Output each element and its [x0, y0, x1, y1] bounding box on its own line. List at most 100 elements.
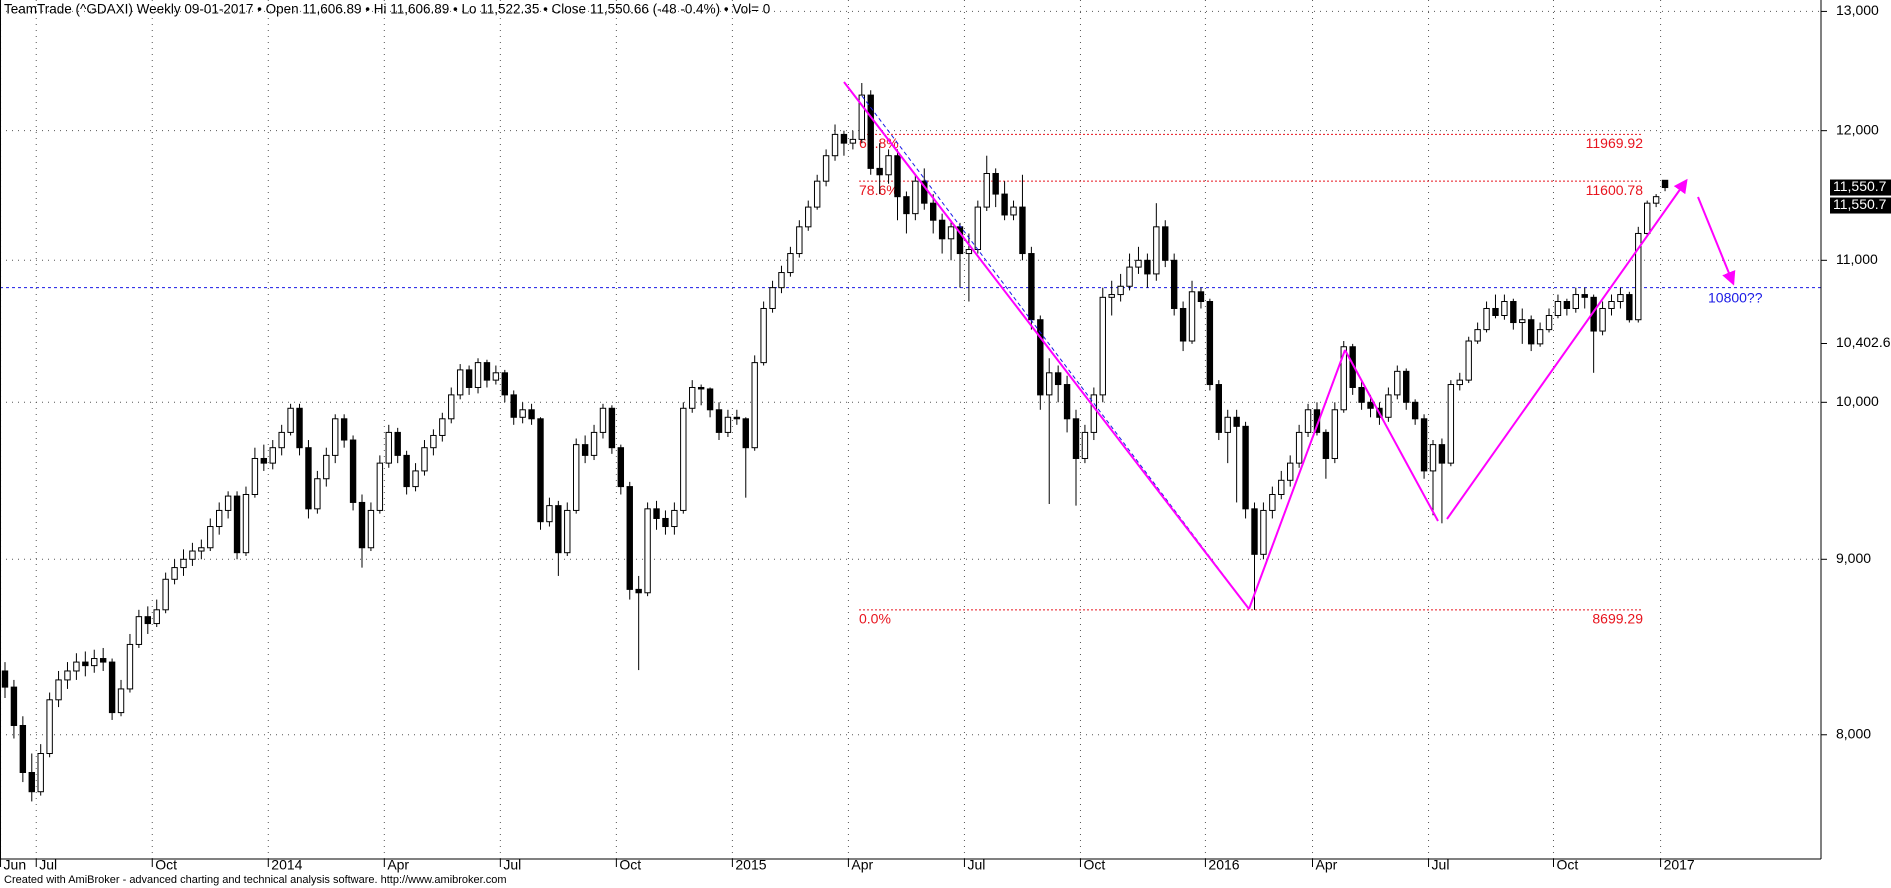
candle-body [224, 495, 232, 511]
candle-body [528, 409, 535, 420]
candle-body [162, 578, 169, 611]
fib-value: 11969.92 [1586, 135, 1644, 151]
candle-body [278, 431, 285, 449]
candle-body [1224, 416, 1231, 433]
candle-body [126, 643, 134, 690]
candle-body [1644, 202, 1651, 234]
candle-body [108, 661, 116, 714]
candle-body [144, 616, 152, 625]
candle-body [1010, 206, 1017, 216]
candle-body [456, 369, 464, 396]
x-tick-label: Oct [619, 857, 641, 873]
candle-body [796, 226, 803, 255]
candle-body [1037, 319, 1044, 396]
candle-body [251, 457, 259, 495]
candle-body [822, 155, 830, 182]
candle-body [483, 362, 491, 381]
candle-body [912, 180, 919, 215]
candle-body [403, 454, 410, 488]
candle-body [198, 547, 205, 552]
candle-body [1367, 401, 1374, 409]
candle-body [1287, 462, 1294, 481]
candle-body [474, 362, 482, 388]
candle-body [1162, 226, 1169, 261]
price-label: 11,550.7 [1833, 196, 1887, 212]
candle-body [1117, 285, 1124, 296]
x-tick-label: Jul [967, 857, 985, 873]
candle-layer [1, 83, 1669, 802]
candle-body [1465, 340, 1472, 381]
candle-body [555, 505, 562, 554]
price-box [1830, 179, 1891, 196]
candle-body [947, 226, 955, 240]
candle-body [1510, 301, 1517, 324]
candle-body [207, 526, 214, 549]
fib-label: 78.6% [859, 182, 899, 198]
x-tick-label: Oct [1083, 857, 1105, 873]
candle-body [510, 394, 517, 418]
candle-body [501, 372, 509, 396]
candle-body [269, 447, 276, 464]
candle-body [189, 550, 196, 560]
candle-body [1626, 294, 1633, 321]
candle-body [1617, 294, 1624, 303]
candle-body [1081, 431, 1089, 459]
x-tick-label: Jul [503, 857, 521, 873]
x-tick-label: 2015 [735, 857, 766, 873]
fib-value: 8699.29 [1592, 611, 1643, 627]
candle-body [1438, 444, 1446, 464]
trend-arrow [1446, 178, 1688, 520]
candle-body [992, 172, 999, 195]
candle-body [1135, 259, 1142, 268]
candle-body [19, 724, 27, 773]
candle-body [903, 196, 910, 215]
x-tick-label: Oct [1556, 857, 1578, 873]
candle-body [876, 167, 883, 176]
candle-body [171, 567, 178, 580]
footer: Created with AmiBroker - advanced charti… [4, 874, 507, 886]
candle-body [1197, 291, 1205, 303]
x-tick-label: Apr [1316, 857, 1338, 873]
x-tick-label: 2014 [271, 857, 302, 873]
candle-body [858, 94, 865, 140]
candle-body [1028, 253, 1035, 321]
candle-body [581, 444, 589, 456]
candle-body [1403, 370, 1410, 403]
candle-body [930, 202, 937, 221]
candle-body [1447, 384, 1455, 464]
candle-body [1635, 232, 1642, 321]
candle-body [1563, 301, 1571, 309]
candle-body [1063, 384, 1071, 420]
candle-body [135, 616, 143, 645]
candle-body [1304, 409, 1312, 433]
candle-body [1394, 370, 1401, 396]
candle-body [1358, 386, 1365, 403]
candle-body [1242, 425, 1249, 510]
candle-body [662, 517, 669, 528]
axis-marker-label: 10,402.6 [1836, 334, 1891, 350]
candle-body [376, 462, 384, 511]
candle-body [1251, 508, 1258, 555]
candle-body [1483, 307, 1490, 331]
candle-body [448, 394, 455, 420]
candle-body [358, 501, 366, 549]
target-label: 10800?? [1708, 289, 1763, 305]
candle-body [787, 253, 794, 274]
candle-body [28, 771, 35, 793]
candle-body [55, 679, 62, 701]
candle-body [242, 493, 250, 554]
candle-body [1527, 319, 1535, 345]
y-tick-label: 8,000 [1836, 725, 1871, 741]
candle-body [974, 206, 982, 251]
candle-body [938, 219, 946, 240]
candle-body [519, 409, 526, 418]
candle-body [46, 699, 53, 755]
candle-body [1331, 409, 1339, 459]
candle-body [1456, 379, 1463, 386]
candle-body [1385, 394, 1392, 418]
candle-body [689, 386, 696, 409]
chart-title: TeamTrade (^GDAXI) Weekly 09-01-2017 • O… [4, 2, 770, 17]
candle-body [117, 688, 125, 714]
candle-body [1, 670, 9, 688]
